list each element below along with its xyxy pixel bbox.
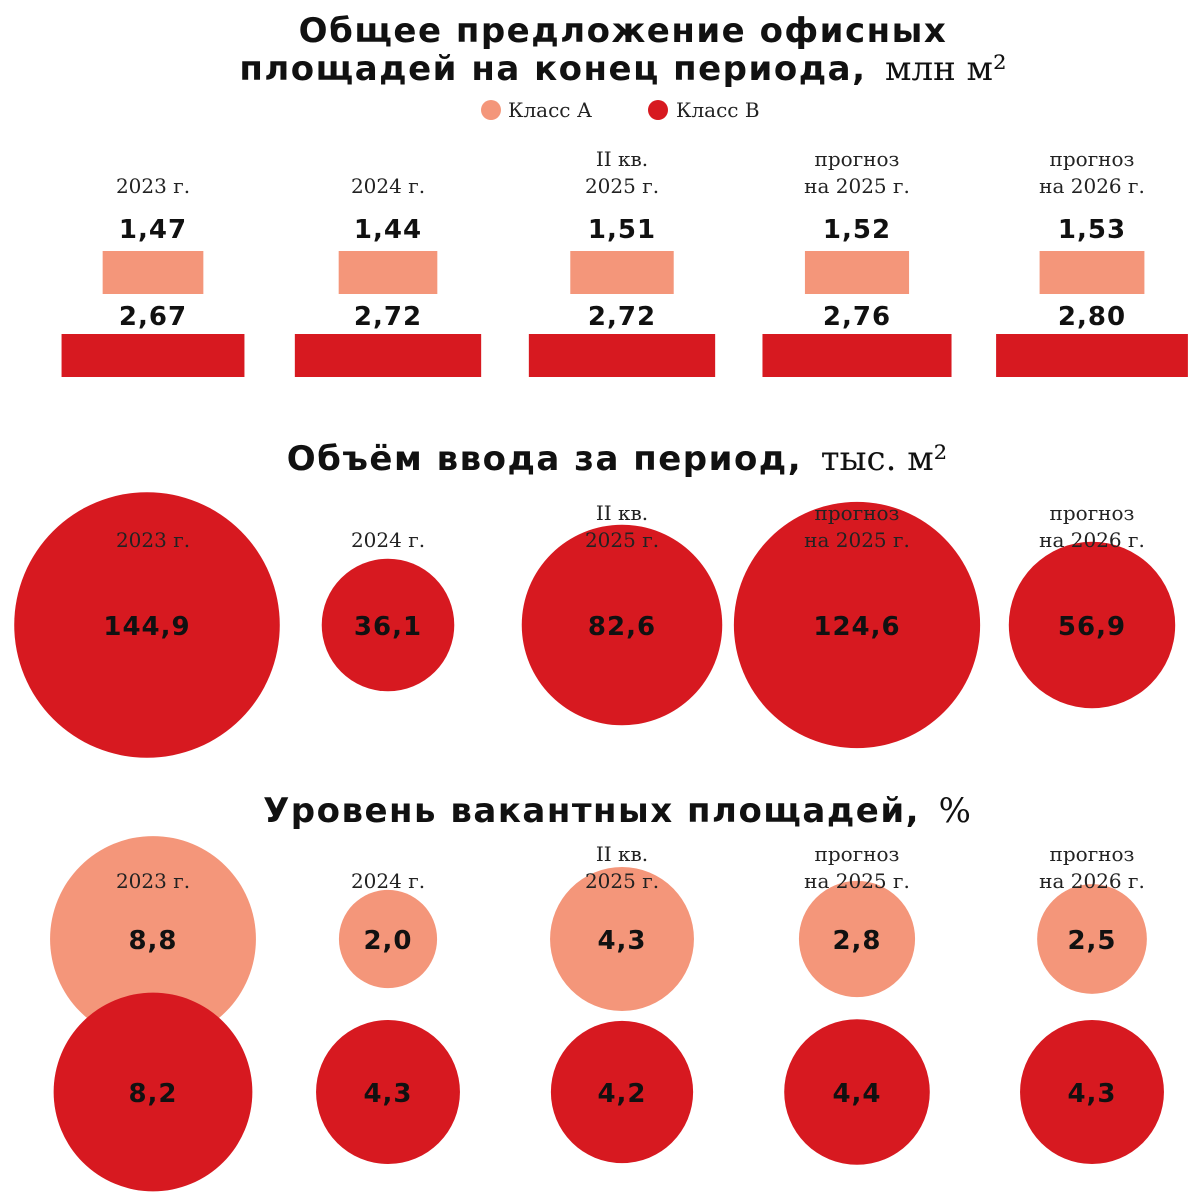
chart2-period-3-line1: прогноз xyxy=(815,501,900,525)
chart3-class-a-value-1: 2,0 xyxy=(363,926,412,956)
chart2-period-4-line2: на 2026 г. xyxy=(1039,528,1145,552)
chart1-title-line1: Общее предложение офисных xyxy=(299,11,948,51)
chart1-class-a-value-0: 1,47 xyxy=(119,215,187,245)
supply-bar-chart: 2023 г. 1,47 2,67 2024 г. 1,44 2,72 II кв. 2025… xyxy=(61,147,1188,377)
chart3-class-a-bubble-0 xyxy=(50,836,256,1042)
chart3-class-a-bubble-3 xyxy=(798,880,916,998)
chart2-value-0: 144,9 xyxy=(103,612,190,642)
chart2-bubble-1 xyxy=(321,558,455,692)
chart2-value-4: 56,9 xyxy=(1058,612,1126,642)
chart1-class-a-value-3: 1,52 xyxy=(823,215,891,245)
chart3-class-b-bubble-0 xyxy=(53,992,253,1192)
chart2-title-unit: тыс. м² xyxy=(821,439,948,479)
chart3-class-b-value-1: 4,3 xyxy=(363,1079,412,1109)
chart1-class-b-bar-0 xyxy=(61,334,245,377)
legend-class-a-label: Класс А xyxy=(508,98,592,122)
chart2-period-2-line2: 2025 г. xyxy=(585,528,659,552)
chart3-title-wrap: Уровень вакантных площадей, % xyxy=(263,791,971,831)
chart1-class-a-bar-4 xyxy=(1039,251,1145,294)
chart3-period-3-line1: прогноз xyxy=(815,842,900,866)
chart3-class-b-value-0: 8,2 xyxy=(128,1079,177,1109)
chart1-class-a-value-4: 1,53 xyxy=(1058,215,1126,245)
legend-class-a-swatch xyxy=(481,100,501,120)
legend-class-b-label: Класс В xyxy=(676,98,760,122)
chart2-bubble-2 xyxy=(521,524,723,726)
legend: Класс А Класс В xyxy=(481,98,760,122)
chart1-title-line2: площадей на конец периода, xyxy=(239,49,866,89)
chart1-period-2-line1: II кв. xyxy=(596,147,648,171)
chart1-class-a-bar-2 xyxy=(570,251,674,294)
chart1-class-b-value-0: 2,67 xyxy=(119,302,187,332)
chart2-period-1-line1: 2024 г. xyxy=(351,528,425,552)
chart1-class-b-value-3: 2,76 xyxy=(823,302,891,332)
chart1-period-3-line1: прогноз xyxy=(815,147,900,171)
chart1-period-3-line2: на 2025 г. xyxy=(804,174,910,198)
chart3-class-b-bubble-3 xyxy=(784,1019,930,1165)
chart2-period-4-line1: прогноз xyxy=(1050,501,1135,525)
chart3-title: Уровень вакантных площадей, % xyxy=(263,791,971,831)
chart3-period-1-line1: 2024 г. xyxy=(351,869,425,893)
chart2-value-2: 82,6 xyxy=(588,612,656,642)
chart3-period-2-line2: 2025 г. xyxy=(585,869,659,893)
chart3-class-b-bubble-4 xyxy=(1020,1020,1164,1164)
chart1-period-4-line2: на 2026 г. xyxy=(1039,174,1145,198)
chart3-title-unit: % xyxy=(939,791,971,831)
chart1-class-b-value-1: 2,72 xyxy=(354,302,422,332)
chart2-period-0-line1: 2023 г. xyxy=(116,528,190,552)
vacancy-bubble-chart: 2023 г. 2024 г. II кв. 2025 г. прогноз на 202… xyxy=(50,836,1164,1192)
chart3-class-a-value-4: 2,5 xyxy=(1067,926,1116,956)
chart3-class-a-value-2: 4,3 xyxy=(597,926,646,956)
chart3-period-3-line2: на 2025 г. xyxy=(804,869,910,893)
chart1-period-4-line1: прогноз xyxy=(1050,147,1135,171)
chart2-period-2-line1: II кв. xyxy=(596,501,648,525)
chart1-class-a-bar-1 xyxy=(338,251,438,294)
chart1-class-b-value-2: 2,72 xyxy=(588,302,656,332)
chart2-title-wrap: Объём ввода за период, тыс. м² xyxy=(287,439,948,479)
chart2-bubble-0 xyxy=(14,492,280,758)
chart3-period-4-line2: на 2026 г. xyxy=(1039,869,1145,893)
chart2-value-1: 36,1 xyxy=(354,612,422,642)
chart2-title: Объём ввода за период, тыс. м² xyxy=(287,439,948,479)
chart3-class-a-value-0: 8,8 xyxy=(128,926,177,956)
legend-class-b-swatch xyxy=(648,100,668,120)
chart1-class-a-value-1: 1,44 xyxy=(354,215,422,245)
input-volume-bubble-chart: 2023 г. 2024 г. II кв. 2025 г. прогноз на 202… xyxy=(14,492,1176,758)
chart2-value-3: 124,6 xyxy=(813,612,900,642)
chart3-class-b-bubble-1 xyxy=(316,1020,460,1164)
chart1-title: Общее предложение офисных площадей на ко… xyxy=(239,11,1006,89)
chart3-period-0-line1: 2023 г. xyxy=(116,869,190,893)
chart2-bubble-3 xyxy=(733,501,981,749)
chart3-class-a-bubble-1 xyxy=(338,889,438,989)
chart1-title-unit: млн м² xyxy=(885,49,1007,89)
chart3-period-4-line1: прогноз xyxy=(1050,842,1135,866)
chart1-class-b-bar-2 xyxy=(528,334,716,377)
chart1-class-b-bar-4 xyxy=(996,334,1188,377)
chart1-class-a-bar-0 xyxy=(102,251,204,294)
chart1-class-b-bar-1 xyxy=(294,334,482,377)
chart1-period-0-line1: 2023 г. xyxy=(116,174,190,198)
chart3-title-bold: Уровень вакантных площадей, xyxy=(263,791,920,831)
chart3-period-2-line1: II кв. xyxy=(596,842,648,866)
chart2-bubble-4 xyxy=(1008,541,1176,709)
chart3-class-a-bubble-2 xyxy=(550,867,694,1011)
chart1-class-b-bar-3 xyxy=(762,334,952,377)
chart2-period-3-line2: на 2025 г. xyxy=(804,528,910,552)
chart1-class-b-value-4: 2,80 xyxy=(1058,302,1126,332)
chart3-class-b-value-4: 4,3 xyxy=(1067,1079,1116,1109)
chart1-class-a-bar-3 xyxy=(804,251,910,294)
chart1-class-a-value-2: 1,51 xyxy=(588,215,656,245)
chart1-title-line2-wrap: площадей на конец периода, млн м² xyxy=(239,49,1006,89)
chart3-class-a-bubble-4 xyxy=(1037,884,1147,994)
chart3-class-b-value-2: 4,2 xyxy=(597,1079,646,1109)
chart1-period-2-line2: 2025 г. xyxy=(585,174,659,198)
chart3-class-b-value-3: 4,4 xyxy=(832,1079,881,1109)
chart2-title-bold: Объём ввода за период, xyxy=(287,439,803,479)
chart1-period-1-line1: 2024 г. xyxy=(351,174,425,198)
chart3-class-b-bubble-2 xyxy=(550,1020,694,1164)
chart3-class-a-value-3: 2,8 xyxy=(832,926,881,956)
